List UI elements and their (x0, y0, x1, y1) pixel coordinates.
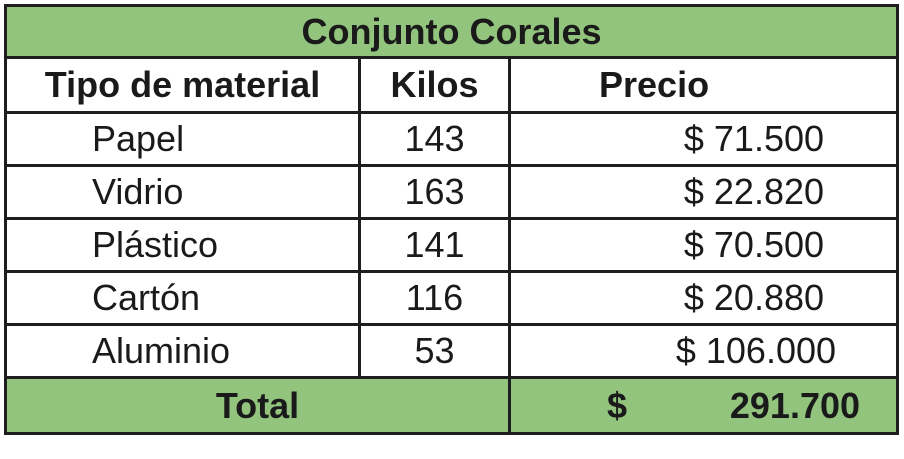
kilos-cell: 53 (358, 323, 511, 379)
total-currency: $ (607, 384, 628, 426)
material-cell: Papel (4, 111, 361, 167)
kilos-cell: 143 (358, 111, 511, 167)
recycling-table: Conjunto Corales Tipo de material Kilos … (3, 4, 900, 435)
recycling-table-sheet: Conjunto Corales Tipo de material Kilos … (3, 4, 900, 453)
material-cell: Aluminio (4, 323, 361, 379)
total-label: Total (4, 376, 511, 435)
precio-cell: $ 71.500 (507, 111, 900, 167)
total-value: 291.700 (729, 384, 861, 426)
material-cell: Vidrio (4, 164, 361, 220)
precio-cell: $ 20.880 (507, 270, 900, 326)
precio-cell: $ 70.500 (507, 217, 900, 273)
table-row: Vidrio 163 $ 22.820 (4, 164, 900, 220)
kilos-cell: 163 (358, 164, 511, 220)
table-total-row: Total $ 291.700 (4, 376, 900, 435)
table-row: Plástico 141 $ 70.500 (4, 217, 900, 273)
table-header-row: Tipo de material Kilos Precio (4, 56, 900, 114)
table-row: Papel 143 $ 71.500 (4, 111, 900, 167)
header-material: Tipo de material (4, 56, 361, 114)
table-row: Cartón 116 $ 20.880 (4, 270, 900, 326)
precio-cell: $ 22.820 (507, 164, 900, 220)
total-amount-cell: $ 291.700 (507, 376, 900, 435)
header-kilos: Kilos (358, 56, 511, 114)
kilos-cell: 116 (358, 270, 511, 326)
material-cell: Cartón (4, 270, 361, 326)
material-cell: Plástico (4, 217, 361, 273)
precio-cell: $ 106.000 (507, 323, 900, 379)
table-title: Conjunto Corales (3, 4, 900, 59)
table-title-row: Conjunto Corales (3, 4, 900, 59)
kilos-cell: 141 (358, 217, 511, 273)
header-precio: Precio (507, 56, 900, 114)
table-row: Aluminio 53 $ 106.000 (4, 323, 900, 379)
